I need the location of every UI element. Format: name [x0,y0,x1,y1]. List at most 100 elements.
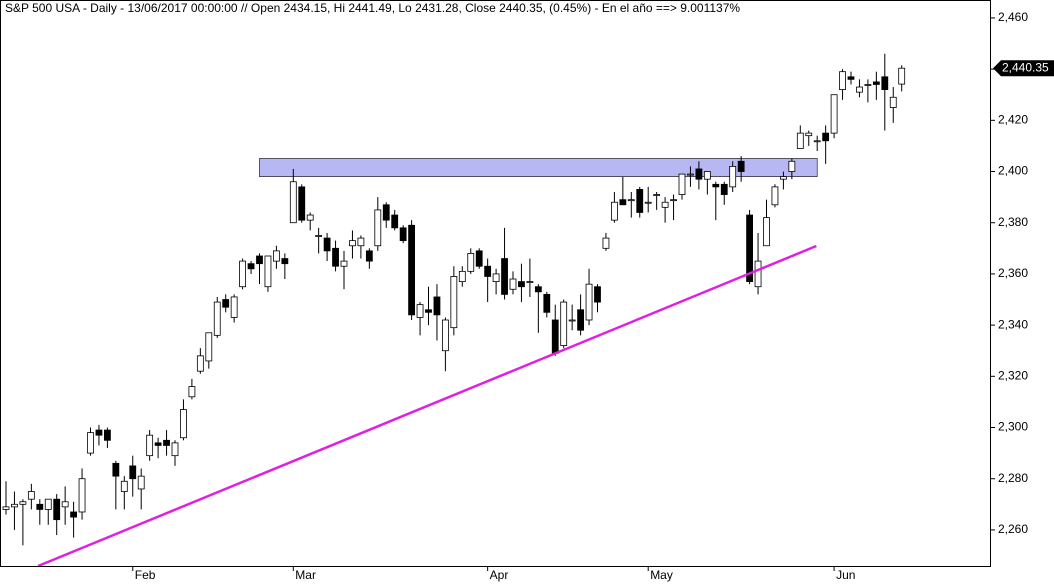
candle-body [104,429,111,441]
candle-body [425,309,432,313]
candle-body [154,442,162,446]
candle-body [36,503,44,510]
candle-body [788,160,796,172]
candle-body [889,96,897,108]
candle-body [526,281,534,283]
candle-body [695,168,703,180]
y-tick-label: 2,320 [998,368,1028,382]
candle-body [518,281,525,288]
candle-body [839,71,846,90]
candle-body [256,255,263,265]
candle-body [543,293,551,313]
candle-body [729,165,737,188]
candle-body [670,199,677,202]
candle-body [272,250,280,262]
candle-body [763,217,770,247]
x-tick-label: Apr [490,568,509,582]
candle-body [830,94,838,134]
trendline [37,244,817,566]
candle-body [813,140,821,143]
candle-body [475,250,483,267]
candle-body [416,304,424,318]
candle-body [458,270,466,282]
candle-body [433,296,441,316]
y-tick-label: 2,300 [998,420,1028,434]
candle-body [87,432,94,454]
candle-body [408,224,416,316]
y-tick-label: 2,460 [998,10,1028,24]
candle-body [568,319,576,322]
candle-body [484,265,492,277]
candle-body [323,237,331,252]
last-price-label: 2,440.35 [1002,60,1049,74]
candle-body [357,237,365,247]
candle-body [281,258,289,265]
plot-frame [0,0,991,567]
x-tick-label: Mar [295,568,316,582]
candle-body [822,132,830,142]
candle-body [501,258,508,295]
candle-body [856,86,863,93]
candle-body [720,183,728,195]
candle-body [594,286,601,303]
candle-body [509,278,517,290]
y-tick-label: 2,420 [998,112,1028,126]
x-tick-label: May [650,568,673,582]
candle-body [70,511,77,518]
last-price-tag [993,60,1054,77]
candle-body [627,199,635,202]
candle-body [661,201,669,208]
candle-body [95,429,103,436]
y-tick-label: 2,340 [998,317,1028,331]
candle-body [754,260,762,288]
candle-body [602,237,610,249]
candle-body [805,132,813,137]
candle-body [298,186,306,221]
x-tick-label: Jun [836,568,855,582]
candle-body [332,247,339,267]
candle-body [129,465,137,480]
candle-body [171,442,179,457]
candle-body [53,498,61,521]
candle-body [230,296,238,318]
candle-body [737,160,745,172]
candle-body [163,439,170,446]
candle-body [872,81,880,85]
candle-body [315,235,323,237]
candle-body [703,171,711,180]
candle-body [61,501,69,508]
candle-body [881,76,889,90]
y-tick-label: 2,360 [998,266,1028,280]
candle-body [560,301,568,346]
y-tick-label: 2,260 [998,522,1028,536]
candle-body [382,204,390,221]
candle-body [289,181,297,224]
candle-body [340,260,348,267]
candle-body [898,67,906,85]
candle-body [534,286,542,293]
candle-body [27,491,35,500]
candle-body [247,263,255,270]
candle-body [374,209,382,247]
candle-body [619,199,627,206]
candle-body [687,173,694,176]
candle-body [44,498,52,510]
candle-body [11,503,18,508]
candle-body [577,309,584,331]
candle-body [678,173,686,195]
candle-body [780,176,787,180]
candle-body [796,132,804,149]
candle-body [196,355,204,372]
candle-body [441,319,449,352]
y-tick-label: 2,380 [998,215,1028,229]
candle-body [467,253,475,272]
candle-body [847,76,855,80]
candle-body [551,319,559,354]
candle-body [399,227,407,242]
candle-body [611,201,618,221]
candle-body [712,183,720,188]
candle-body [19,501,27,505]
y-tick-label: 2,400 [998,164,1028,178]
candle-body [112,462,120,477]
